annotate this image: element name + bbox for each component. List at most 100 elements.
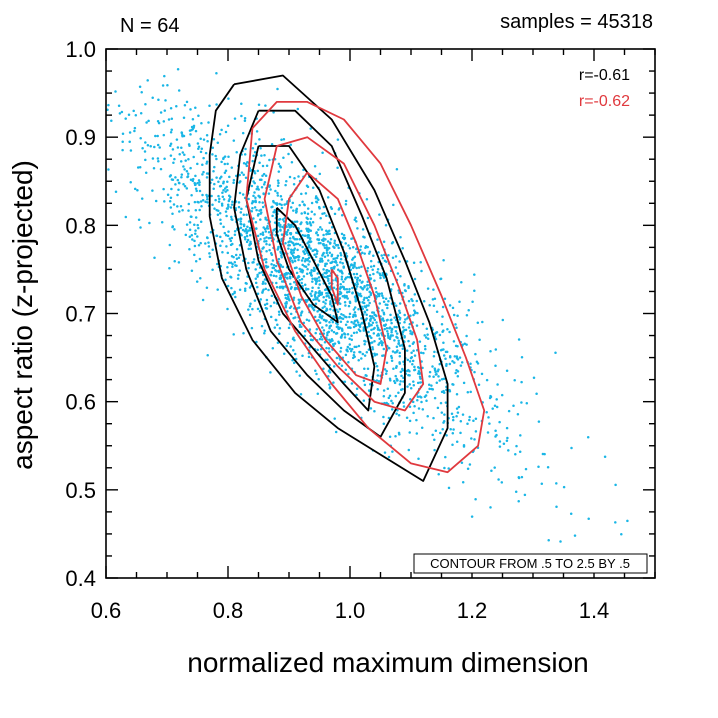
scatter-point bbox=[377, 332, 380, 336]
scatter-point bbox=[273, 210, 277, 214]
scatter-point bbox=[272, 274, 276, 278]
scatter-point bbox=[356, 227, 359, 230]
scatter-point bbox=[322, 367, 325, 370]
scatter-point bbox=[433, 438, 436, 442]
scatter-point bbox=[398, 351, 401, 355]
scatter-point bbox=[303, 252, 307, 256]
scatter-point bbox=[370, 323, 373, 327]
scatter-point bbox=[298, 374, 302, 377]
scatter-point bbox=[277, 170, 281, 173]
scatter-point bbox=[376, 292, 380, 296]
scatter-point bbox=[455, 326, 458, 330]
scatter-point bbox=[351, 266, 355, 270]
scatter-point bbox=[381, 354, 384, 357]
scatter-point bbox=[428, 370, 432, 374]
scatter-point bbox=[311, 221, 315, 224]
scatter-point bbox=[344, 353, 348, 357]
scatter-point bbox=[455, 355, 459, 358]
scatter-point bbox=[318, 260, 322, 263]
scatter-point bbox=[301, 200, 304, 204]
scatter-point bbox=[198, 257, 202, 261]
scatter-point bbox=[382, 394, 386, 398]
scatter-point bbox=[373, 318, 377, 322]
scatter-point bbox=[340, 336, 343, 339]
scatter-point bbox=[283, 203, 286, 206]
scatter-point bbox=[249, 302, 252, 306]
scatter-point bbox=[207, 241, 210, 244]
scatter-point bbox=[279, 264, 283, 267]
scatter-point bbox=[328, 232, 331, 236]
scatter-point bbox=[287, 326, 291, 330]
scatter-point bbox=[317, 294, 321, 297]
scatter-point bbox=[197, 145, 201, 148]
scatter-point bbox=[176, 146, 180, 149]
scatter-point bbox=[263, 181, 267, 184]
scatter-point bbox=[229, 239, 233, 243]
scatter-point bbox=[227, 194, 231, 197]
scatter-point bbox=[107, 168, 110, 171]
scatter-point bbox=[320, 335, 323, 338]
scatter-point bbox=[313, 164, 317, 168]
scatter-point bbox=[275, 270, 278, 273]
scatter-point bbox=[287, 152, 290, 156]
scatter-point bbox=[408, 405, 412, 409]
scatter-point bbox=[324, 262, 327, 266]
scatter-point bbox=[339, 257, 343, 261]
scatter-point bbox=[210, 178, 214, 181]
scatter-point bbox=[272, 264, 276, 267]
scatter-point bbox=[280, 198, 284, 201]
scatter-point bbox=[413, 365, 416, 369]
scatter-point bbox=[202, 138, 206, 141]
scatter-point bbox=[364, 305, 368, 309]
scatter-point bbox=[183, 153, 186, 156]
scatter-point bbox=[339, 358, 342, 361]
scatter-point bbox=[206, 201, 209, 204]
scatter-point bbox=[306, 268, 309, 271]
scatter-point bbox=[271, 259, 275, 262]
scatter-point bbox=[411, 362, 414, 366]
scatter-point bbox=[353, 261, 356, 265]
scatter-point bbox=[412, 411, 415, 415]
scatter-point bbox=[260, 271, 264, 274]
scatter-point bbox=[176, 205, 179, 208]
scatter-point bbox=[460, 461, 464, 465]
scatter-point bbox=[154, 134, 157, 138]
scatter-point bbox=[250, 326, 254, 330]
scatter-point bbox=[292, 248, 296, 252]
scatter-point bbox=[269, 315, 273, 319]
scatter-point bbox=[301, 271, 304, 274]
scatter-point bbox=[402, 326, 405, 329]
scatter-point bbox=[226, 271, 229, 274]
scatter-point bbox=[227, 261, 231, 265]
scatter-point bbox=[360, 317, 363, 320]
scatter-point bbox=[269, 273, 272, 277]
scatter-point bbox=[341, 317, 345, 320]
scatter-point bbox=[374, 286, 378, 290]
scatter-point bbox=[467, 309, 470, 312]
scatter-point bbox=[221, 195, 225, 198]
scatter-point bbox=[350, 320, 353, 324]
scatter-point bbox=[312, 298, 315, 302]
scatter-point bbox=[278, 327, 282, 330]
scatter-point bbox=[369, 291, 373, 295]
scatter-point bbox=[328, 274, 331, 277]
scatter-point bbox=[259, 237, 262, 241]
scatter-point bbox=[191, 238, 194, 241]
scatter-point bbox=[306, 185, 310, 189]
scatter-point bbox=[369, 265, 373, 268]
scatter-point bbox=[181, 208, 184, 212]
scatter-point bbox=[235, 151, 238, 154]
scatter-point bbox=[265, 302, 269, 306]
scatter-point bbox=[197, 147, 200, 150]
scatter-point bbox=[476, 321, 480, 324]
scatter-point bbox=[163, 200, 166, 203]
scatter-point bbox=[318, 321, 322, 324]
scatter-point bbox=[345, 254, 349, 258]
scatter-point bbox=[198, 189, 202, 193]
scatter-point bbox=[363, 354, 367, 357]
scatter-point bbox=[339, 251, 342, 255]
scatter-point bbox=[222, 189, 225, 192]
scatter-point bbox=[312, 308, 316, 312]
scatter-point bbox=[332, 330, 336, 334]
y-axis-title: aspect ratio (z-projected) bbox=[7, 160, 38, 470]
